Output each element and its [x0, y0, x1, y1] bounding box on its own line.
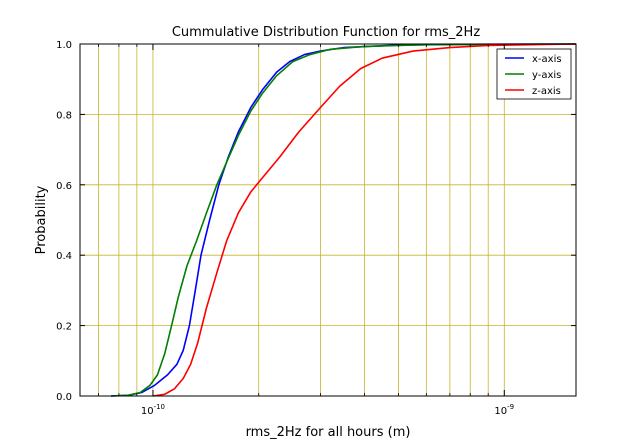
y-axis-label: Probability	[34, 185, 49, 254]
y-tick-label: 1.0	[56, 40, 72, 51]
legend: x-axis y-axis z-axis	[496, 48, 572, 100]
chart-title: Cummulative Distribution Function for rm…	[172, 25, 481, 40]
legend-label-y-axis: y-axis	[532, 70, 561, 81]
y-tick-label: 0.6	[56, 181, 72, 192]
legend-label-x-axis: x-axis	[532, 54, 562, 65]
series-lines	[111, 43, 577, 397]
y-tick-label: 0.4	[56, 251, 72, 262]
legend-label-z-axis: z-axis	[532, 86, 561, 97]
plot-frame	[79, 43, 577, 397]
y-tick-label: 0.8	[56, 110, 72, 121]
series-line-z-axis	[152, 43, 577, 397]
y-tick-label: 0.2	[56, 322, 72, 333]
x-axis-label: rms_2Hz for all hours (m)	[246, 425, 411, 440]
series-line-y-axis	[111, 43, 577, 397]
y-tick-label: 0.0	[56, 392, 72, 403]
axis-ticks: 0.00.20.40.60.81.010-10 10-9	[56, 40, 576, 417]
